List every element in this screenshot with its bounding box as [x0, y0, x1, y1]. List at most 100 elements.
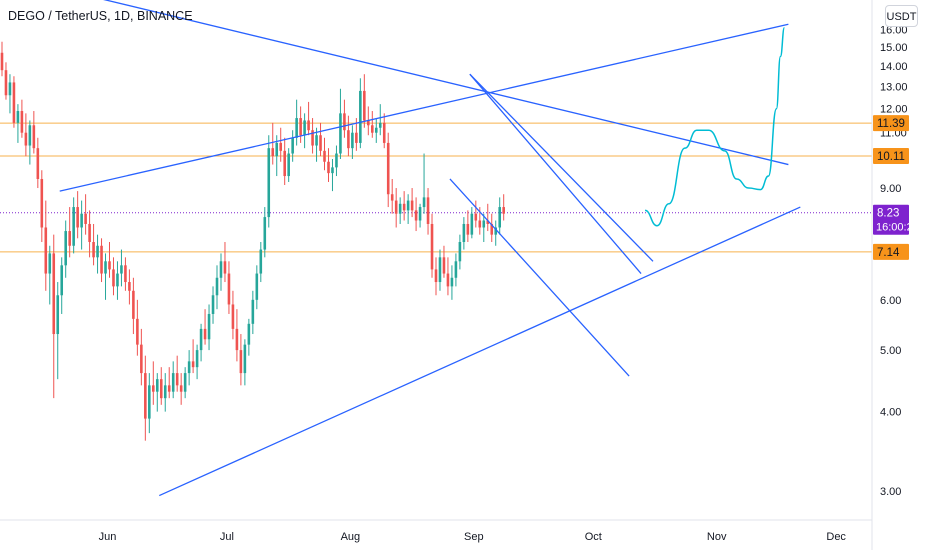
candle-body [96, 245, 99, 258]
candle-body [299, 118, 302, 136]
candle-body [36, 148, 40, 179]
candle [235, 309, 239, 362]
candle [494, 220, 498, 246]
currency-button[interactable]: USDT [885, 5, 918, 27]
candle [195, 344, 199, 380]
candle [462, 217, 466, 250]
candle-body [175, 373, 179, 386]
chart-title: DEGO / TetherUS, 1D, BINANCE [8, 9, 193, 23]
candle [80, 200, 83, 250]
candle [311, 118, 314, 154]
candle-body [466, 223, 470, 235]
candle-body [100, 245, 103, 274]
candle [454, 253, 458, 287]
candle-body [271, 148, 275, 157]
candle [295, 99, 298, 146]
candle-body [32, 125, 36, 149]
candle-body [239, 350, 243, 374]
candle-body [291, 137, 294, 154]
candle [386, 132, 390, 208]
candle-body [235, 328, 239, 351]
candle [68, 207, 71, 258]
candle-body [351, 132, 354, 149]
candle [291, 130, 294, 162]
candle [76, 191, 79, 239]
candle [167, 367, 171, 399]
candle [128, 269, 131, 305]
candle [450, 265, 454, 300]
candle [247, 318, 251, 356]
trendlines [59, 0, 801, 497]
candle-body [335, 153, 338, 168]
candle [231, 290, 235, 340]
candle-body [450, 277, 454, 287]
candle [442, 245, 446, 278]
candle [363, 74, 366, 128]
candle-body [259, 249, 263, 274]
candle [239, 334, 243, 386]
candle [163, 373, 167, 412]
candle-body [155, 379, 159, 392]
candle [72, 197, 75, 254]
candle [28, 120, 32, 165]
candle [466, 210, 470, 243]
candle-body [418, 207, 422, 221]
candle [60, 257, 64, 314]
candle-body [470, 213, 474, 235]
candle [486, 203, 490, 232]
candle [259, 242, 263, 283]
axes: 16.0015.0014.0013.0012.0011.009.006.005.… [0, 0, 908, 550]
candle [370, 111, 374, 138]
candle [223, 242, 227, 283]
candle-body [84, 213, 87, 224]
candle [183, 367, 187, 399]
candle [490, 213, 494, 243]
candle [271, 122, 275, 165]
candle [339, 88, 342, 159]
candle-body [44, 227, 48, 274]
candle-body [48, 253, 52, 274]
candle-body [434, 269, 438, 283]
x-tick-label: Aug [341, 531, 361, 543]
candle [418, 203, 422, 228]
candle-body [223, 261, 227, 274]
candle-body [422, 197, 426, 208]
candle [307, 101, 310, 136]
candle [4, 62, 8, 100]
candle [422, 153, 426, 214]
candle-body [80, 213, 83, 228]
candle [315, 127, 318, 162]
candle [446, 257, 450, 296]
horizontal-levels [0, 122, 872, 253]
candle-body [0, 52, 4, 71]
candle-body [490, 223, 494, 235]
candle [120, 249, 123, 287]
candle-body [347, 130, 350, 149]
y-tick-label: 9.00 [880, 183, 901, 195]
candle [32, 111, 36, 154]
candle-body [359, 90, 362, 143]
candle-body [363, 90, 366, 121]
price-badge-countdown: 16:00:26 [876, 222, 919, 234]
candle [287, 148, 290, 182]
candle-body [203, 328, 207, 340]
candle [426, 188, 430, 235]
candle-body [12, 82, 16, 123]
candle [251, 290, 255, 335]
candle-body [112, 269, 115, 287]
candle-body [478, 220, 482, 228]
candle-body [227, 273, 231, 305]
candle [390, 178, 394, 214]
price-badge-level-7-14: 7.14 [873, 243, 909, 260]
candle-body [24, 132, 28, 146]
candle [56, 282, 60, 380]
candle-body [128, 282, 131, 291]
candle [374, 118, 378, 143]
candle [88, 210, 91, 258]
candle-body [167, 385, 171, 392]
candle [502, 194, 505, 221]
candle [327, 148, 330, 182]
candle-body [195, 350, 199, 368]
candle-body [339, 113, 342, 154]
